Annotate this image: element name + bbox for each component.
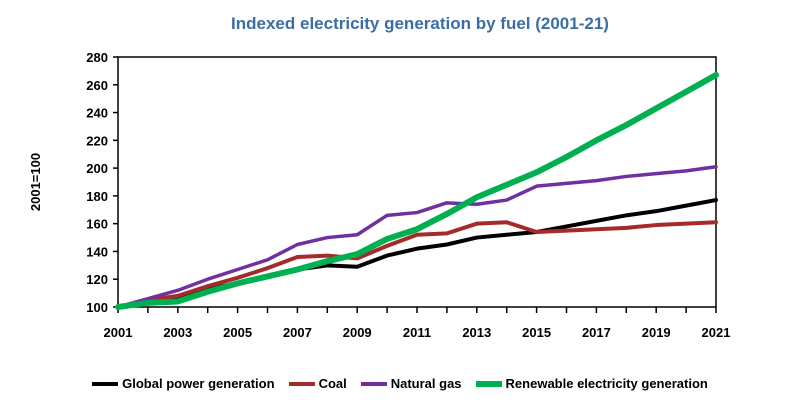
legend-swatch <box>475 380 502 387</box>
legend-item: Global power generation <box>92 376 275 391</box>
y-tick-label: 260 <box>86 78 108 93</box>
y-tick-label: 140 <box>86 244 108 259</box>
legend-item: Renewable electricity generation <box>475 376 708 391</box>
x-tick-label: 2019 <box>642 325 671 340</box>
x-tick-label: 2015 <box>522 325 551 340</box>
y-tick-label: 200 <box>86 161 108 176</box>
legend-swatch <box>360 381 387 386</box>
legend-label: Natural gas <box>390 376 462 391</box>
legend-label: Global power generation <box>122 376 275 391</box>
y-tick-label: 100 <box>86 300 108 315</box>
legend-item: Natural gas <box>360 376 462 391</box>
legend-swatch <box>288 381 315 386</box>
x-tick-label: 2007 <box>283 325 312 340</box>
x-tick-label: 2021 <box>702 325 731 340</box>
plot-frame <box>117 56 717 308</box>
y-tick-label: 160 <box>86 217 108 232</box>
legend-label: Coal <box>318 376 347 391</box>
x-tick-label: 2013 <box>462 325 491 340</box>
x-tick-label: 2003 <box>163 325 192 340</box>
legend-label: Renewable electricity generation <box>505 376 708 391</box>
series-line-1 <box>116 220 718 309</box>
y-tick-label: 240 <box>86 106 108 121</box>
x-tick-label: 2001 <box>104 325 133 340</box>
series-line-3 <box>115 72 719 310</box>
y-tick-label: 280 <box>86 50 108 65</box>
x-tick-label: 2005 <box>223 325 252 340</box>
legend-item: Coal <box>288 376 347 391</box>
x-tick-label: 2011 <box>403 325 431 340</box>
legend-swatch <box>92 381 119 386</box>
y-axis-label: 2001=100 <box>28 153 43 211</box>
y-tick-label: 180 <box>86 189 108 204</box>
y-tick-label: 120 <box>86 272 108 287</box>
chart-title: Indexed electricity generation by fuel (… <box>231 14 609 33</box>
x-tick-label: 2017 <box>582 325 611 340</box>
series-line-2 <box>116 164 718 309</box>
y-tick-label: 220 <box>86 133 108 148</box>
x-tick-label: 2009 <box>343 325 372 340</box>
legend: Global power generation Coal Natural gas Re… <box>0 376 800 391</box>
